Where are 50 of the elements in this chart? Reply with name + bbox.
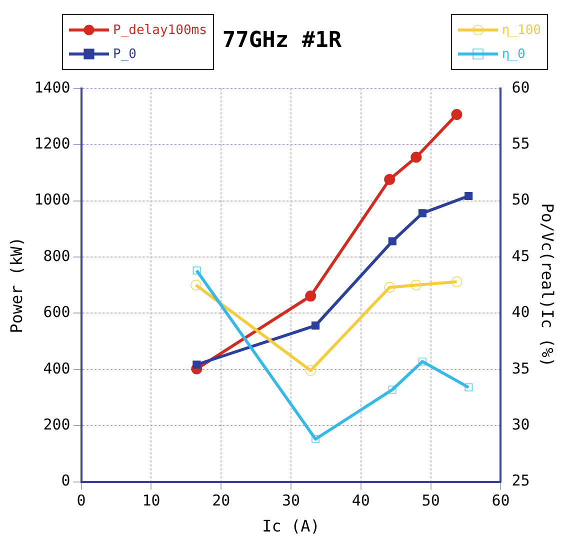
- y2-tick-label: 50: [512, 190, 530, 209]
- point: [410, 152, 422, 163]
- point: [464, 192, 473, 200]
- x-tick-label: 30: [282, 492, 300, 510]
- point: [451, 276, 462, 288]
- y2-tick-label: 25: [512, 472, 530, 490]
- point: [418, 209, 426, 218]
- chart-title: 77GHz #1R: [222, 28, 342, 53]
- y-tick-label: 600: [43, 303, 70, 322]
- y-axis-title: Power (kW): [6, 236, 26, 334]
- y-tick-label: 800: [43, 246, 70, 265]
- y-tick-label: 1000: [34, 190, 70, 209]
- y-tick-label: 200: [43, 415, 70, 434]
- point: [192, 360, 201, 369]
- y-tick-label: 1400: [34, 78, 70, 96]
- x-tick-label: 0: [76, 492, 86, 510]
- point: [388, 386, 396, 394]
- y2-tick-label: 40: [512, 303, 530, 322]
- y-tick-label: 400: [43, 359, 70, 378]
- y2-tick-label: 60: [512, 78, 530, 96]
- point: [305, 365, 316, 376]
- y2-axis-title: Po/Vc(real)Ic (%): [538, 203, 558, 367]
- point: [451, 109, 462, 120]
- x-tick-label: 20: [212, 492, 230, 510]
- point: [410, 280, 422, 290]
- point: [384, 174, 396, 185]
- x-tick-label: 60: [492, 492, 510, 510]
- point: [384, 282, 395, 293]
- point: [464, 384, 472, 392]
- y-tick-label: 1200: [34, 134, 70, 152]
- point: [311, 322, 320, 330]
- point: [192, 266, 200, 274]
- x-tick-label: 50: [422, 492, 440, 510]
- legend-label: P_0: [113, 46, 136, 62]
- point: [190, 280, 202, 290]
- y2-tick-label: 55: [512, 134, 530, 152]
- point: [388, 237, 396, 246]
- y-tick-label: 0: [61, 472, 70, 490]
- y2-tick-label: 30: [512, 415, 530, 434]
- legend-label: η_0: [502, 46, 526, 62]
- x-tick-label: 40: [352, 492, 370, 510]
- y2-tick-label: 45: [512, 246, 530, 265]
- legend-label: η_100: [502, 22, 541, 38]
- x-axis-title: Ic (A): [262, 516, 320, 536]
- x-tick-label: 10: [142, 492, 160, 510]
- point: [418, 358, 426, 366]
- y2-tick-label: 35: [512, 359, 530, 378]
- point: [305, 290, 316, 302]
- legend-label: P_delay100ms: [113, 22, 207, 38]
- point: [312, 435, 320, 443]
